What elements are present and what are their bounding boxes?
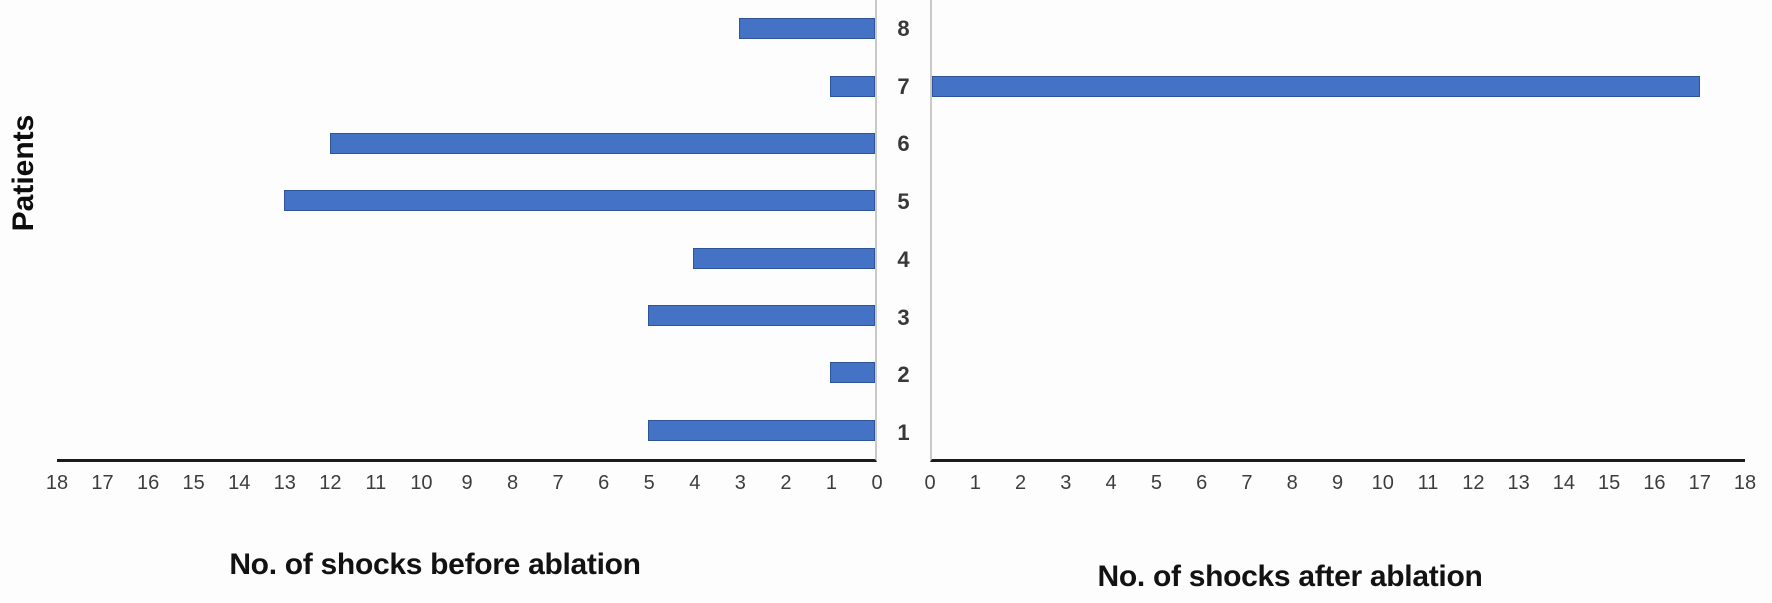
patient-label-5: 5 xyxy=(897,189,910,215)
x-tick-label: 17 xyxy=(1688,472,1711,494)
x-tick-label: 15 xyxy=(182,472,205,494)
patient-labels-column: 8 7 6 5 4 3 2 1 xyxy=(877,0,930,462)
bar-row-patient-3 xyxy=(57,287,875,344)
x-tick-label: 14 xyxy=(1552,472,1575,494)
bar-row-patient-5 xyxy=(932,172,1745,229)
bar-row-patient-4 xyxy=(57,230,875,287)
x-tick-label: 0 xyxy=(871,472,883,494)
x-tick-label: 15 xyxy=(1598,472,1621,494)
bar-row-patient-1 xyxy=(932,402,1745,459)
right-plot-area xyxy=(930,0,1745,462)
y-axis-label: Patients xyxy=(7,114,40,232)
x-tick-label: 12 xyxy=(1462,472,1485,494)
x-tick-label: 12 xyxy=(319,472,342,494)
bar-before-patient-1 xyxy=(647,419,875,441)
bar-before-patient-8 xyxy=(738,18,875,40)
bar-row-patient-8 xyxy=(57,0,875,57)
x-tick-label: 16 xyxy=(1643,472,1666,494)
x-tick-label: 7 xyxy=(1241,472,1253,494)
x-tick-label: 1 xyxy=(825,472,837,494)
patient-label-8: 8 xyxy=(897,15,910,41)
left-axis-title: No. of shocks before ablation xyxy=(229,548,641,581)
bar-before-patient-6 xyxy=(329,132,875,154)
bar-before-patient-5 xyxy=(284,190,875,212)
left-x-axis-ticks: 0 1 2 3 4 5 6 7 8 9 10 11 12 13 14 15 16 17 18 xyxy=(46,472,883,498)
x-tick-label: 10 xyxy=(410,472,433,494)
bar-row-patient-7 xyxy=(57,57,875,114)
bar-before-patient-4 xyxy=(693,247,875,269)
x-tick-label: 9 xyxy=(1331,472,1344,494)
left-bars-container xyxy=(57,0,875,459)
left-plot-area xyxy=(57,0,877,462)
x-tick-label: 17 xyxy=(91,472,114,494)
x-tick-label: 7 xyxy=(552,472,564,494)
bar-row-patient-6 xyxy=(932,115,1745,172)
right-x-axis-ticks: 0 1 2 3 4 5 6 7 8 9 10 11 12 13 14 15 16 17 18 xyxy=(924,472,1756,498)
bar-row-patient-5 xyxy=(57,172,875,229)
x-tick-label: 18 xyxy=(1733,472,1757,494)
x-tick-label: 13 xyxy=(1507,472,1530,494)
x-tick-label: 0 xyxy=(924,472,936,494)
bar-row-patient-3 xyxy=(932,287,1745,344)
bar-row-patient-6 xyxy=(57,115,875,172)
bar-row-patient-2 xyxy=(932,344,1745,401)
patient-label-6: 6 xyxy=(897,131,910,157)
x-tick-label: 16 xyxy=(136,472,160,494)
x-tick-label: 11 xyxy=(365,472,387,494)
x-tick-label: 5 xyxy=(1150,472,1162,494)
patient-label-1: 1 xyxy=(897,420,910,446)
x-tick-label: 13 xyxy=(273,472,296,494)
bar-after-patient-7 xyxy=(932,75,1700,97)
bar-row-patient-7 xyxy=(932,57,1745,114)
x-tick-label: 3 xyxy=(1060,472,1072,494)
x-tick-label: 4 xyxy=(1105,472,1117,494)
x-tick-label: 3 xyxy=(734,472,746,494)
x-tick-label: 2 xyxy=(780,472,792,494)
bar-row-patient-2 xyxy=(57,344,875,401)
patient-label-7: 7 xyxy=(897,73,910,99)
x-tick-label: 6 xyxy=(1196,472,1208,494)
x-tick-label: 5 xyxy=(643,472,655,494)
x-tick-label: 6 xyxy=(598,472,610,494)
patient-label-4: 4 xyxy=(897,246,910,272)
x-tick-label: 4 xyxy=(689,472,701,494)
bar-before-patient-7 xyxy=(829,75,875,97)
patient-label-3: 3 xyxy=(897,304,910,330)
x-tick-label: 18 xyxy=(45,472,69,494)
bar-row-patient-1 xyxy=(57,402,875,459)
x-tick-label: 8 xyxy=(506,472,519,494)
x-tick-label: 2 xyxy=(1014,472,1027,494)
right-axis-title: No. of shocks after ablation xyxy=(1097,560,1483,593)
bar-before-patient-2 xyxy=(829,362,875,384)
bar-row-patient-8 xyxy=(932,0,1745,57)
x-tick-label: 1 xyxy=(969,472,981,494)
bar-row-patient-4 xyxy=(932,230,1745,287)
right-bars-container xyxy=(932,0,1745,459)
bar-before-patient-3 xyxy=(647,305,875,327)
x-tick-label: 10 xyxy=(1371,472,1394,494)
x-tick-label: 8 xyxy=(1286,472,1298,494)
x-tick-label: 11 xyxy=(1417,472,1439,494)
x-tick-label: 9 xyxy=(461,472,473,494)
patient-label-2: 2 xyxy=(897,362,910,388)
x-tick-label: 14 xyxy=(228,472,251,494)
